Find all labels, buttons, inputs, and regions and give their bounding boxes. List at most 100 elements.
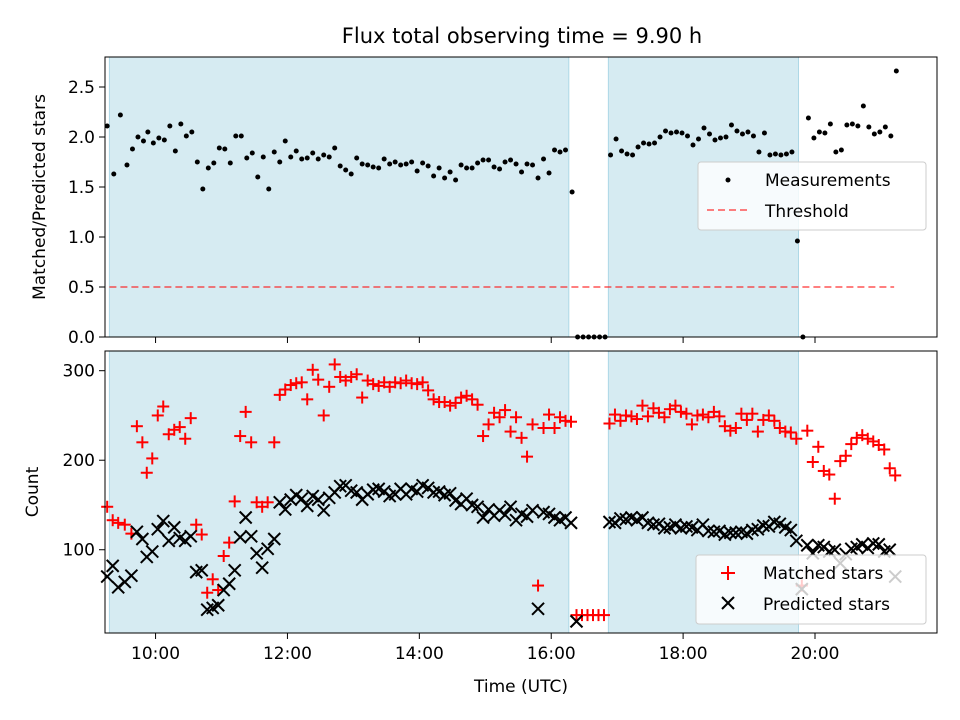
top-panel: 0.0 0.5 1.0 1.5 2.0 2.5 Matched/Predicted sta… — [30, 56, 938, 348]
matched-star-point — [212, 584, 225, 597]
y-tick-label: 300 — [63, 362, 95, 382]
x-tick-label: 16:00 — [527, 644, 576, 664]
matched-star-point — [724, 424, 737, 437]
measurement-point — [657, 134, 663, 140]
measurement-point — [425, 163, 431, 169]
measurement-point — [365, 162, 371, 168]
matched-star-point — [839, 449, 852, 462]
predicted-star-point — [184, 529, 198, 544]
measurement-point — [871, 131, 877, 137]
matched-star-point — [345, 370, 358, 383]
measurement-point — [480, 157, 486, 163]
measurement-point — [535, 175, 541, 181]
measurement-point — [866, 124, 872, 130]
matched-star-point — [411, 378, 424, 391]
measurement-point — [679, 130, 685, 136]
measurement-point — [172, 148, 178, 154]
predicted-star-point — [613, 511, 628, 526]
predicted-star-point — [273, 495, 287, 510]
matched-star-point — [669, 399, 682, 412]
measurement-point — [359, 161, 365, 167]
matched-star-point — [477, 430, 490, 443]
matched-star-point — [367, 378, 380, 391]
top-x-ticks — [155, 337, 816, 343]
measurement-point — [140, 138, 146, 144]
measurement-point — [811, 135, 817, 141]
measurement-point — [745, 129, 751, 135]
predicted-star-point — [883, 543, 897, 557]
predicted-star-point — [100, 569, 114, 584]
matched-star-point — [261, 496, 274, 509]
measurement-point — [211, 160, 217, 166]
measurement-point — [706, 131, 712, 137]
matched-star-point — [680, 407, 693, 420]
matched-star-point — [740, 413, 753, 426]
predicted-star-point — [525, 503, 540, 518]
matched-star-point — [493, 411, 506, 424]
predicted-star-point — [300, 499, 314, 513]
matched-star-point — [444, 399, 457, 412]
matched-star-point — [790, 432, 803, 445]
bottom-axes-frame — [104, 350, 938, 634]
predicted-star-point — [756, 518, 771, 533]
matched-star-point — [565, 415, 578, 428]
measurement-point — [244, 155, 250, 161]
measurement-point — [354, 155, 360, 161]
measurement-point — [508, 157, 514, 163]
matched-star-point — [614, 414, 627, 427]
top-axes-frame — [104, 56, 938, 338]
x-tick-label: 10:00 — [131, 644, 180, 664]
bottom-legend-box — [695, 554, 927, 625]
matched-star-point — [526, 418, 539, 431]
top-legend: Measurements Threshold — [697, 161, 927, 231]
matched-star-point — [801, 424, 814, 437]
predicted-star-point — [162, 534, 176, 548]
matched-star-point — [845, 438, 858, 451]
measurement-point — [343, 167, 349, 173]
matched-star-point — [394, 377, 407, 390]
matched-star-point — [702, 411, 715, 424]
measurement-point — [370, 164, 376, 170]
measurement-point — [613, 136, 619, 142]
measurement-point — [877, 129, 883, 135]
predicted-star-point — [602, 515, 617, 529]
measurement-point — [497, 166, 503, 172]
predicted-star-point — [222, 577, 236, 591]
matched-star-point — [449, 396, 462, 409]
measurement-point — [772, 151, 778, 157]
measurement-point — [222, 146, 228, 152]
measurement-point — [337, 163, 343, 169]
measurement-point — [326, 154, 332, 160]
predicted-star-point — [498, 508, 512, 522]
measurement-point — [519, 169, 525, 175]
measurement-point — [431, 173, 437, 179]
predicted-star-point — [145, 544, 159, 559]
measurement-point — [563, 147, 569, 153]
measurement-point — [475, 160, 481, 166]
predicted-star-point — [124, 568, 139, 583]
measurement-point — [129, 146, 135, 152]
matched-star-point — [173, 421, 186, 434]
predicted-star-point — [745, 523, 760, 537]
bottom-legend: Matched stars Predicted stars — [695, 554, 927, 625]
measurement-point — [712, 137, 718, 143]
matched-star-point — [356, 391, 369, 404]
measurement-point — [838, 147, 844, 153]
matched-star-point — [157, 400, 170, 413]
measurement-point — [398, 162, 404, 168]
matched-star-point — [784, 426, 797, 439]
measurement-point — [227, 160, 233, 166]
measurement-point — [723, 134, 729, 140]
measurement-point — [844, 122, 850, 128]
y-tick-label: 1.0 — [68, 228, 95, 248]
measurement-point — [277, 159, 283, 165]
measurement-point — [608, 152, 614, 158]
predicted-star-point — [729, 526, 743, 540]
matched-star-point — [168, 423, 181, 436]
matched-star-point — [328, 358, 341, 371]
matched-star-point — [217, 550, 230, 563]
measurement-point — [750, 133, 756, 139]
measurement-point — [255, 174, 261, 180]
measurement-point — [778, 152, 784, 158]
measurement-point — [882, 124, 888, 130]
